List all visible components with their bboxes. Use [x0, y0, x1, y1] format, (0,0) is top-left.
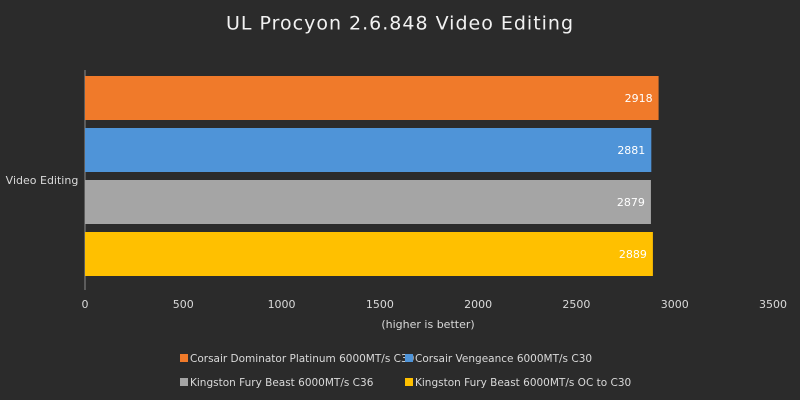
x-tick-label: 1000	[268, 298, 296, 311]
y-tick-label: Video Editing	[6, 174, 79, 187]
bar	[85, 128, 652, 172]
bar	[85, 180, 651, 224]
legend-swatch	[405, 354, 413, 362]
x-tick-label: 3000	[661, 298, 689, 311]
legend-label: Corsair Dominator Platinum 6000MT/s C30	[190, 353, 414, 365]
bar	[85, 232, 653, 276]
x-tick-label: 500	[173, 298, 194, 311]
x-tick-label: 3500	[759, 298, 787, 311]
legend-swatch	[180, 378, 188, 386]
value-label: 2879	[617, 196, 645, 209]
bar	[85, 76, 659, 120]
legend-label: Kingston Fury Beast 6000MT/s OC to C30	[415, 377, 631, 389]
legend-label: Corsair Vengeance 6000MT/s C30	[415, 353, 592, 365]
x-axis-label: (higher is better)	[381, 318, 474, 331]
legend-label: Kingston Fury Beast 6000MT/s C36	[190, 377, 374, 389]
x-tick-label: 1500	[366, 298, 394, 311]
x-tick-label: 2500	[562, 298, 590, 311]
x-tick-label: 0	[82, 298, 89, 311]
value-label: 2918	[625, 92, 653, 105]
legend-swatch	[180, 354, 188, 362]
chart-title: UL Procyon 2.6.848 Video Editing	[226, 13, 574, 35]
value-label: 2881	[617, 144, 645, 157]
x-tick-label: 2000	[464, 298, 492, 311]
value-label: 2889	[619, 248, 647, 261]
legend-swatch	[405, 378, 413, 386]
